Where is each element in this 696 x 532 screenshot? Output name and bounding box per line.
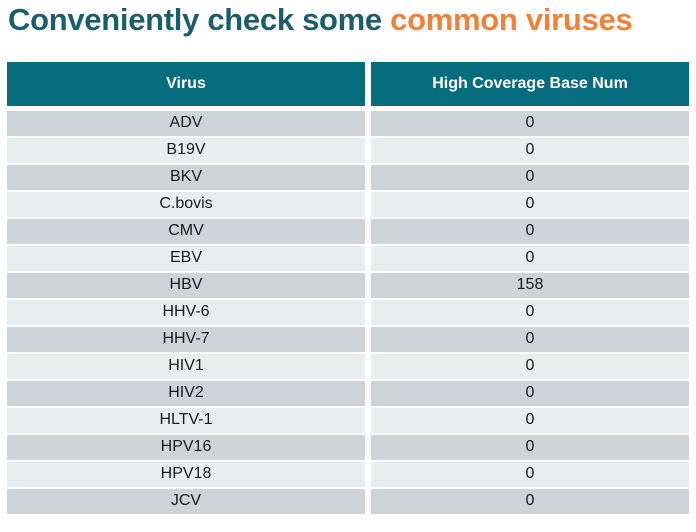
title-teal-part: Conveniently check some [8,2,391,37]
column-header-high-coverage-base-num: High Coverage Base Num [371,61,689,106]
coverage-value-cell: 0 [371,434,689,460]
virus-name-cell: HIV2 [7,380,365,406]
table-row: BKV 0 [7,164,689,190]
table-row: HPV16 0 [7,434,689,460]
virus-name-cell: BKV [7,164,365,190]
table-row: HLTV-1 0 [7,407,689,433]
coverage-value-cell: 0 [371,407,689,433]
virus-name-cell: ADV [7,110,365,136]
table-row: HHV-7 0 [7,326,689,352]
virus-name-cell: HPV16 [7,434,365,460]
table-row: HHV-6 0 [7,299,689,325]
virus-name-cell: C.bovis [7,191,365,217]
table-row: HIV2 0 [7,380,689,406]
table-row: C.bovis 0 [7,191,689,217]
table-body: ADV 0 B19V 0 BKV 0 C.bovis 0 CMV 0 EBV 0 HBV 158 HHV-6… [7,110,689,514]
coverage-value-cell: 0 [371,353,689,379]
coverage-value-cell: 0 [371,299,689,325]
column-header-virus: Virus [7,61,365,106]
coverage-value-cell: 0 [371,191,689,217]
virus-name-cell: JCV [7,488,365,514]
table-row: HPV18 0 [7,461,689,487]
coverage-value-cell: 0 [371,137,689,163]
coverage-value-cell: 0 [371,164,689,190]
table-row: EBV 0 [7,245,689,271]
virus-coverage-table: Virus High Coverage Base Num ADV 0 B19V 0 BK… [7,61,689,514]
coverage-value-cell: 0 [371,110,689,136]
table-row: JCV 0 [7,488,689,514]
table-row: HBV 158 [7,272,689,298]
table-row: ADV 0 [7,110,689,136]
virus-name-cell: HIV1 [7,353,365,379]
table-row: HIV1 0 [7,353,689,379]
title-orange-part: common viruses [390,2,633,37]
coverage-value-cell: 0 [371,218,689,244]
page-title: Conveniently check some common viruses [8,2,696,38]
table-header-row: Virus High Coverage Base Num [7,61,689,106]
virus-name-cell: HBV [7,272,365,298]
virus-name-cell: HHV-6 [7,299,365,325]
table-row: B19V 0 [7,137,689,163]
virus-name-cell: HHV-7 [7,326,365,352]
coverage-value-cell: 158 [371,272,689,298]
virus-name-cell: HPV18 [7,461,365,487]
virus-name-cell: B19V [7,137,365,163]
slide: Conveniently check some common viruses V… [0,2,696,514]
virus-name-cell: CMV [7,218,365,244]
coverage-value-cell: 0 [371,461,689,487]
coverage-value-cell: 0 [371,245,689,271]
coverage-value-cell: 0 [371,488,689,514]
virus-name-cell: EBV [7,245,365,271]
coverage-value-cell: 0 [371,380,689,406]
table-row: CMV 0 [7,218,689,244]
virus-name-cell: HLTV-1 [7,407,365,433]
coverage-value-cell: 0 [371,326,689,352]
